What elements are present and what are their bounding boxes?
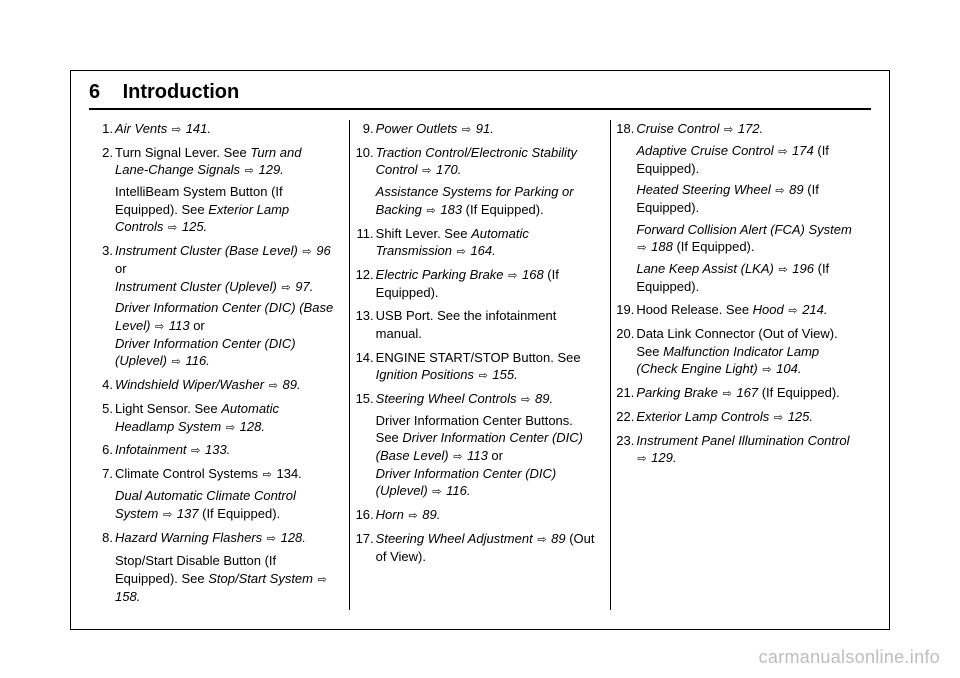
watermark-text: carmanualsonline.info [759, 647, 940, 668]
link-icon [507, 267, 518, 282]
list-item: Horn 89. [376, 506, 599, 524]
list-line: Assistance Systems for Parking or Backin… [376, 183, 599, 218]
link-icon [280, 279, 291, 294]
list-line: Climate Control Systems 134. [115, 465, 338, 483]
list-item: Air Vents 141. [115, 120, 338, 138]
list-item: Turn Signal Lever. See Turn and Lane-Cha… [115, 144, 338, 236]
list-item: Windshield Wiper/Washer 89. [115, 376, 338, 394]
link-icon [167, 219, 178, 234]
link-icon [266, 530, 277, 545]
page-number: 6 [89, 81, 100, 104]
list-line: USB Port. See the infotainment manual. [376, 307, 599, 342]
link-icon [461, 121, 472, 136]
list-line: Infotainment 133. [115, 441, 338, 459]
list-line: Windshield Wiper/Washer 89. [115, 376, 338, 394]
list-line: Data Link Connector (Out of View). See M… [636, 325, 859, 378]
link-icon [162, 506, 173, 521]
list-item: Climate Control Systems 134. Dual Automat… [115, 465, 338, 522]
list-line: Stop/Start Disable Button (If Equipped).… [115, 552, 338, 605]
list-line: Hood Release. See Hood 214. [636, 301, 859, 319]
list-item: Hood Release. See Hood 214. [636, 301, 859, 319]
list-line: IntelliBeam System Button (If Equipped).… [115, 183, 338, 236]
list-item: Power Outlets 91. [376, 120, 599, 138]
list-line: Steering Wheel Controls 89. [376, 390, 599, 408]
link-icon [777, 143, 788, 158]
list-item: Steering Wheel Adjustment 89 (Out of Vie… [376, 530, 599, 565]
content-columns: Air Vents 141. Turn Signal Lever. See Tur… [89, 120, 871, 610]
list-line: Cruise Control 172. [636, 120, 859, 138]
list-line: Exterior Lamp Controls 125. [636, 408, 859, 426]
link-icon [636, 239, 647, 254]
list-line: Power Outlets 91. [376, 120, 599, 138]
link-icon [723, 121, 734, 136]
list-line: Forward Collision Alert (FCA) System 188… [636, 221, 859, 256]
link-icon [761, 361, 772, 376]
link-icon [244, 162, 255, 177]
list-line: Turn Signal Lever. See Turn and Lane-Cha… [115, 144, 338, 179]
numbered-list: Air Vents 141. Turn Signal Lever. See Tur… [89, 120, 871, 610]
link-icon [407, 507, 418, 522]
list-item: Shift Lever. See Automatic Transmission … [376, 225, 599, 260]
list-item: Steering Wheel Controls 89. Driver Inform… [376, 390, 599, 500]
list-line: Heated Steering Wheel 89 (If Equipped). [636, 181, 859, 216]
list-line: Parking Brake 167 (If Equipped). [636, 384, 859, 402]
list-line: Adaptive Cruise Control 174 (If Equipped… [636, 142, 859, 177]
list-item: Light Sensor. See Automatic Headlamp Sys… [115, 400, 338, 435]
list-line: Air Vents 141. [115, 120, 338, 138]
list-line: Horn 89. [376, 506, 599, 524]
link-icon [536, 531, 547, 546]
list-line: Lane Keep Assist (LKA) 196 (If Equipped)… [636, 260, 859, 295]
list-item: Hazard Warning Flashers 128. [115, 529, 338, 547]
link-icon [426, 202, 437, 217]
list-item: Infotainment 133. [115, 441, 338, 459]
link-icon [421, 162, 432, 177]
link-icon [301, 243, 312, 258]
section-title: Introduction [123, 81, 240, 104]
link-icon [190, 442, 201, 457]
page-header: 6 Introduction [89, 81, 871, 110]
list-item: Parking Brake 167 (If Equipped). [636, 384, 859, 402]
list-line: Traction Control/Electronic Stability Co… [376, 144, 599, 179]
link-icon [171, 121, 182, 136]
list-line: Dual Automatic Climate Control System 13… [115, 487, 338, 522]
list-item: Stop/Start Disable Button (If Equipped).… [115, 552, 338, 605]
link-icon [636, 450, 647, 465]
link-icon [520, 391, 531, 406]
list-item: Data Link Connector (Out of View). See M… [636, 325, 859, 378]
list-item: Instrument Cluster (Base Level) 96 orIns… [115, 242, 338, 370]
link-icon [787, 302, 798, 317]
list-line: Electric Parking Brake 168 (If Equipped)… [376, 266, 599, 301]
link-icon [452, 448, 463, 463]
list-item: Exterior Lamp Controls 125. [636, 408, 859, 426]
list-item: Electric Parking Brake 168 (If Equipped)… [376, 266, 599, 301]
list-item: Traction Control/Electronic Stability Co… [376, 144, 599, 219]
list-item: Instrument Panel Illumination Control 12… [636, 432, 859, 467]
list-item: ENGINE START/STOP Button. See Ignition P… [376, 349, 599, 384]
link-icon [154, 318, 165, 333]
list-line: Hazard Warning Flashers 128. [115, 529, 338, 547]
list-item: USB Port. See the infotainment manual. [376, 307, 599, 342]
link-icon [456, 243, 467, 258]
link-icon [774, 182, 785, 197]
link-icon [773, 409, 784, 424]
link-icon [722, 385, 733, 400]
list-line: Steering Wheel Adjustment 89 (Out of Vie… [376, 530, 599, 565]
link-icon [262, 466, 273, 481]
list-line: ENGINE START/STOP Button. See Ignition P… [376, 349, 599, 384]
list-item: Cruise Control 172. Adaptive Cruise Contr… [636, 120, 859, 295]
list-line: Driver Information Center (DIC) (Base Le… [115, 299, 338, 370]
manual-page: 6 Introduction Air Vents 141. Turn Signal… [70, 70, 890, 630]
list-line: Shift Lever. See Automatic Transmission … [376, 225, 599, 260]
link-icon [225, 419, 236, 434]
list-line: Instrument Panel Illumination Control 12… [636, 432, 859, 467]
list-line: Instrument Cluster (Base Level) 96 orIns… [115, 242, 338, 295]
link-icon [268, 377, 279, 392]
link-icon [478, 367, 489, 382]
list-line: Driver Information Center Buttons. See D… [376, 412, 599, 500]
link-icon [777, 261, 788, 276]
link-icon [171, 353, 182, 368]
link-icon [431, 483, 442, 498]
link-icon [317, 571, 328, 586]
list-line: Light Sensor. See Automatic Headlamp Sys… [115, 400, 338, 435]
